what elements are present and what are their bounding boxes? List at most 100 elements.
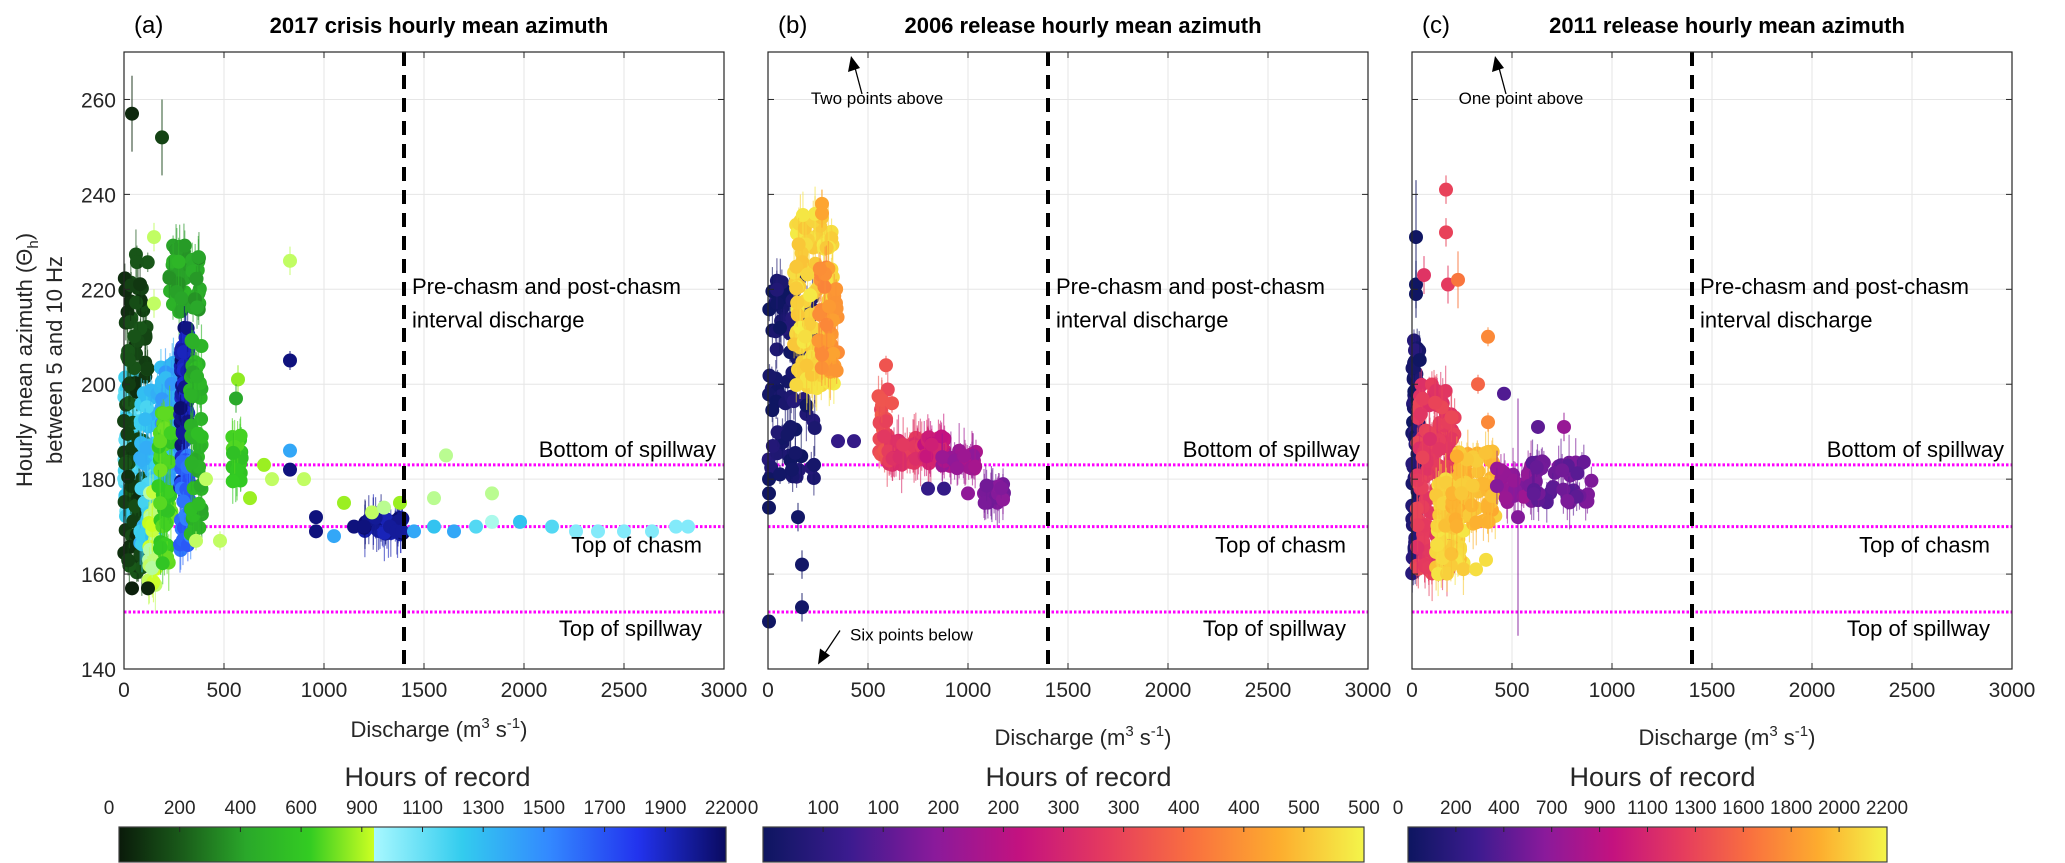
y-axis-label: Hourly mean azimuth (Θh) between 5 and 1…: [12, 233, 67, 487]
y-axis-label-line2: between 5 and 10 Hz: [42, 256, 67, 464]
colorbar-tick-label: 900: [1584, 798, 1616, 819]
data-point: [617, 524, 631, 539]
data-point: [347, 519, 361, 534]
y-axis-label-subscript: h: [25, 240, 42, 248]
x-tick-label: 1500: [401, 679, 448, 702]
data-point: [120, 426, 135, 441]
data-point: [790, 295, 805, 310]
data-point: [1489, 479, 1504, 494]
data-point: [829, 363, 844, 378]
data-point: [189, 271, 204, 286]
data-point: [151, 479, 166, 494]
colorbar-tick-label: 900: [346, 798, 378, 819]
x-tick-label: 2000: [501, 679, 548, 702]
data-point: [892, 450, 907, 465]
data-point: [257, 457, 271, 472]
data-point: [1439, 459, 1454, 474]
x-axis-label: Discharge (m3 s-1): [1639, 723, 1816, 750]
data-point: [173, 401, 188, 416]
data-point: [309, 510, 323, 525]
data-point: [1410, 473, 1425, 488]
colorbar-tick-label: 100: [867, 798, 899, 819]
data-point: [155, 130, 169, 145]
data-point: [1471, 377, 1485, 392]
data-point: [153, 434, 168, 449]
data-point: [427, 491, 441, 506]
data-point: [812, 261, 827, 276]
colorbar-tick-label: 200: [164, 798, 196, 819]
x-axis-label: Discharge (m3 s-1): [351, 715, 528, 742]
data-point: [129, 255, 144, 270]
data-point: [337, 495, 351, 510]
data-point: [190, 426, 205, 441]
data-point: [1449, 449, 1464, 464]
data-point: [1414, 377, 1429, 392]
arrow-up-icon: [1492, 56, 1504, 72]
data-point: [1432, 442, 1447, 457]
data-point: [283, 253, 297, 268]
data-point: [365, 505, 379, 520]
x-tick-label: 1500: [1045, 679, 1092, 702]
x-tick-label: 1000: [945, 679, 992, 702]
data-point: [815, 206, 829, 221]
annotation-points-below: Six points below: [850, 626, 974, 645]
arrow-down-icon: [818, 648, 830, 665]
data-point: [1584, 473, 1599, 488]
label-top-of-chasm: Top of chasm: [1859, 533, 1990, 558]
data-point: [231, 372, 245, 387]
data-point: [817, 279, 832, 294]
data-point: [800, 267, 815, 282]
data-point: [765, 403, 780, 418]
colorbar-tick-label: 500: [1288, 798, 1320, 819]
data-point: [186, 335, 201, 350]
data-point: [226, 445, 241, 460]
colorbar-tick-label: 2000: [1818, 798, 1860, 819]
data-point: [1412, 353, 1427, 368]
data-point: [879, 358, 893, 373]
colorbar-tick-label: 300: [1048, 798, 1080, 819]
data-point: [569, 524, 583, 539]
data-point: [140, 255, 155, 270]
colorbar-tick-label: 1300: [462, 798, 504, 819]
colorbar: [118, 826, 727, 863]
x-tick-label: 2500: [1889, 679, 1936, 702]
colorbar-tick-label: 600: [285, 798, 317, 819]
colorbar-tick-label: 1800: [1770, 798, 1812, 819]
data-point: [821, 333, 836, 348]
data-point: [669, 519, 683, 534]
x-tick-label: 1000: [301, 679, 348, 702]
data-point: [762, 500, 776, 515]
data-point: [1439, 182, 1453, 197]
data-point: [309, 524, 323, 539]
panel-title: 2017 crisis hourly mean azimuth: [270, 13, 609, 38]
data-point: [924, 437, 939, 452]
colorbar-tick-label: 400: [1228, 798, 1260, 819]
panel-a: 0 500 1000 1500 2000 2500 30001401601802002202…: [81, 12, 747, 863]
data-point: [377, 500, 391, 515]
colorbar-tick-label: 200: [1440, 798, 1472, 819]
data-point: [1529, 460, 1544, 475]
annotation-arrow-shaft: [823, 630, 841, 655]
colorbar-tick-label: 400: [1168, 798, 1200, 819]
colorbar: [762, 826, 1365, 863]
data-point: [765, 439, 780, 454]
y-tick-label: 160: [81, 564, 116, 587]
data-point: [1570, 466, 1585, 481]
data-point: [1440, 566, 1455, 581]
data-point: [1481, 329, 1495, 344]
colorbar-tick-label: 300: [1108, 798, 1140, 819]
data-point: [1560, 494, 1575, 509]
data-point: [190, 369, 205, 384]
data-point: [162, 454, 177, 469]
label-bottom-of-spillway: Bottom of spillway: [1827, 437, 2004, 462]
data-point: [1497, 386, 1511, 401]
data-point: [184, 455, 199, 470]
data-point: [979, 478, 994, 493]
data-point: [798, 329, 813, 344]
y-tick-label: 140: [81, 659, 116, 682]
data-point: [645, 524, 659, 539]
data-point: [1557, 419, 1571, 434]
data-point: [469, 519, 483, 534]
